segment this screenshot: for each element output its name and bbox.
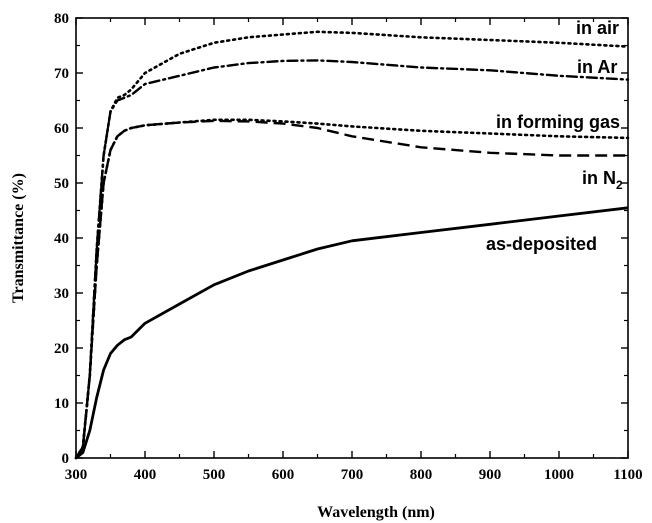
x-tick-label: 300 xyxy=(65,467,88,483)
series-line-in-n2 xyxy=(76,121,628,458)
label-in-forming-gas: in forming gas xyxy=(496,112,620,132)
series-line-in-forming-gas xyxy=(76,120,628,458)
x-tick-label: 500 xyxy=(203,467,226,483)
x-tick-label: 600 xyxy=(272,467,295,483)
y-tick-label: 10 xyxy=(54,396,69,412)
y-tick-label: 80 xyxy=(54,11,69,27)
label-in-ar: in Ar xyxy=(577,57,617,77)
y-axis-title: Transmittance (%) xyxy=(10,173,27,303)
y-tick-label: 40 xyxy=(54,231,69,247)
y-tick-label: 0 xyxy=(62,451,70,467)
label-as-deposited: as-deposited xyxy=(486,234,597,254)
x-tick-label: 1000 xyxy=(544,467,574,483)
y-tick-label: 20 xyxy=(54,341,69,357)
x-tick-label: 1100 xyxy=(613,467,642,483)
y-tick-label: 30 xyxy=(54,286,69,302)
x-axis-title: Wavelength (nm) xyxy=(317,504,435,521)
label-in-air: in air xyxy=(576,18,619,38)
x-tick-label: 700 xyxy=(341,467,364,483)
x-tick-label: 800 xyxy=(410,467,433,483)
label-in-n2: in N2 xyxy=(582,168,623,192)
y-tick-label: 60 xyxy=(54,121,69,137)
y-tick-label: 50 xyxy=(54,176,69,192)
y-tick-label: 70 xyxy=(54,66,69,82)
label-in-n2-main: in N xyxy=(582,168,616,188)
label-in-n2-subscript: 2 xyxy=(616,178,623,192)
x-tick-label: 400 xyxy=(134,467,157,483)
x-tick-label: 900 xyxy=(479,467,502,483)
